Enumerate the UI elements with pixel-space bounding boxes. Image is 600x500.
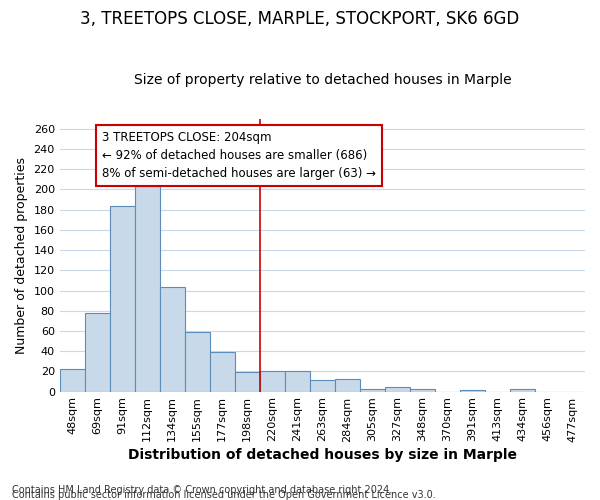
X-axis label: Distribution of detached houses by size in Marple: Distribution of detached houses by size … [128, 448, 517, 462]
Text: Contains HM Land Registry data © Crown copyright and database right 2024.: Contains HM Land Registry data © Crown c… [12, 485, 392, 495]
Bar [285, 372, 310, 392]
Bar [185, 332, 210, 392]
Bar [110, 206, 135, 392]
Bar [235, 372, 260, 392]
Bar [460, 390, 485, 392]
Bar [210, 352, 235, 392]
Y-axis label: Number of detached properties: Number of detached properties [15, 156, 28, 354]
Bar [410, 388, 435, 392]
Bar [360, 388, 385, 392]
Bar [85, 312, 110, 392]
Bar [59, 370, 85, 392]
Bar [510, 388, 535, 392]
Text: Contains public sector information licensed under the Open Government Licence v3: Contains public sector information licen… [12, 490, 436, 500]
Bar [260, 372, 285, 392]
Bar [310, 380, 335, 392]
Title: Size of property relative to detached houses in Marple: Size of property relative to detached ho… [134, 73, 511, 87]
Bar [160, 288, 185, 392]
Text: 3 TREETOPS CLOSE: 204sqm
← 92% of detached houses are smaller (686)
8% of semi-d: 3 TREETOPS CLOSE: 204sqm ← 92% of detach… [102, 131, 376, 180]
Bar [135, 186, 160, 392]
Bar [335, 380, 360, 392]
Text: 3, TREETOPS CLOSE, MARPLE, STOCKPORT, SK6 6GD: 3, TREETOPS CLOSE, MARPLE, STOCKPORT, SK… [80, 10, 520, 28]
Bar [385, 386, 410, 392]
